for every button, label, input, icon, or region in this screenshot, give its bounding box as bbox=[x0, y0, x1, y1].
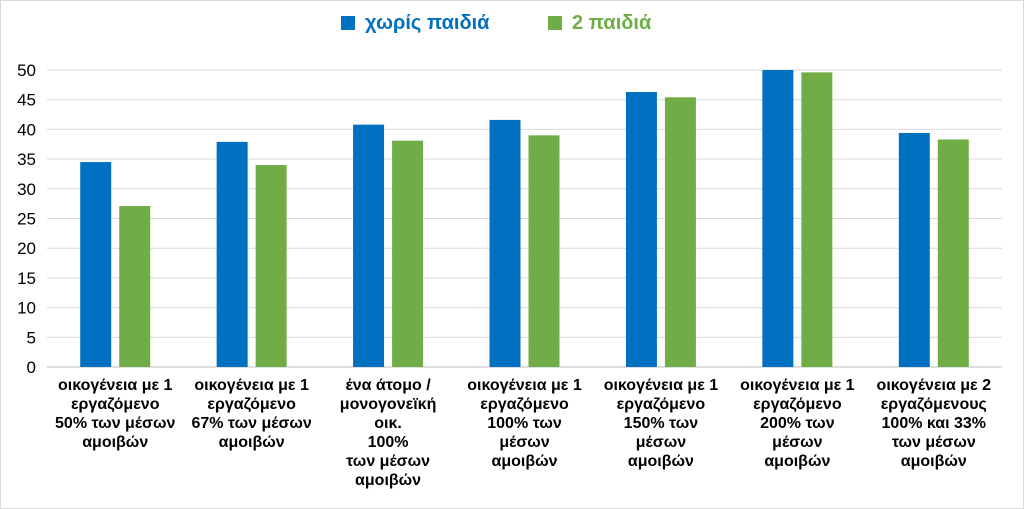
x-category-label: 100% των bbox=[487, 415, 562, 432]
x-category-label: αμοιβών bbox=[219, 434, 285, 451]
x-category-label: 100% bbox=[368, 434, 409, 451]
x-category-label: εργαζόμενο bbox=[753, 396, 842, 413]
bar-series1-cat2 bbox=[392, 140, 424, 367]
x-category-label: οικογένεια με 1 bbox=[740, 377, 855, 394]
x-category-label: 50% των μέσων bbox=[55, 415, 175, 432]
x-category-label: των μέσων bbox=[346, 453, 430, 470]
x-category-label: μέσων bbox=[636, 434, 686, 451]
x-category-label: 100% και 33% bbox=[882, 415, 987, 432]
bar-series0-cat5 bbox=[762, 70, 794, 367]
y-tick-label: 30 bbox=[17, 180, 36, 199]
x-category-label: μέσων bbox=[499, 434, 549, 451]
y-tick-label: 25 bbox=[17, 210, 36, 229]
x-category-label: εργαζόμενο bbox=[480, 396, 569, 413]
x-category-label: αμοιβών bbox=[628, 453, 694, 470]
y-tick-label: 20 bbox=[17, 239, 36, 258]
legend-label-1: 2 παιδιά bbox=[572, 12, 652, 34]
bar-series0-cat6 bbox=[898, 132, 930, 367]
x-category-label: μονογονεϊκή bbox=[340, 396, 437, 413]
x-category-label: μέσων bbox=[772, 434, 822, 451]
x-category-label: αμοιβών bbox=[901, 453, 967, 470]
x-category-label: 67% των μέσων bbox=[191, 415, 311, 432]
x-category-label: αμοιβών bbox=[491, 453, 557, 470]
bar-series1-cat0 bbox=[119, 206, 151, 367]
y-tick-label: 0 bbox=[27, 358, 36, 377]
y-tick-label: 40 bbox=[17, 120, 36, 139]
bar-series0-cat2 bbox=[353, 124, 385, 367]
bar-series1-cat1 bbox=[255, 165, 287, 367]
legend-swatch-0 bbox=[341, 16, 355, 30]
legend-label-0: χωρίς παιδιά bbox=[365, 12, 490, 34]
y-tick-label: 15 bbox=[17, 269, 36, 288]
y-tick-label: 50 bbox=[17, 61, 36, 80]
y-tick-label: 10 bbox=[17, 299, 36, 318]
x-category-label: οικογένεια με 1 bbox=[604, 377, 719, 394]
x-category-label: αμοιβών bbox=[82, 434, 148, 451]
x-category-label: οικογένεια με 1 bbox=[194, 377, 309, 394]
x-category-label: 200% των bbox=[760, 415, 835, 432]
bar-series1-cat4 bbox=[664, 97, 696, 367]
y-tick-label: 45 bbox=[17, 91, 36, 110]
x-category-label: εργαζόμενο bbox=[71, 396, 160, 413]
bar-series0-cat0 bbox=[80, 162, 112, 367]
y-tick-label: 35 bbox=[17, 150, 36, 169]
bar-series0-cat3 bbox=[489, 119, 521, 367]
x-category-label: εργαζόμενο bbox=[617, 396, 706, 413]
x-category-label: των μέσων bbox=[892, 434, 976, 451]
x-category-label: οικ. bbox=[374, 415, 402, 432]
x-category-label: οικογένεια με 2 bbox=[877, 377, 992, 394]
legend-swatch-1 bbox=[548, 16, 562, 30]
bar-series1-cat3 bbox=[528, 135, 560, 367]
x-category-label: αμοιβών bbox=[764, 453, 830, 470]
y-tick-label: 5 bbox=[27, 328, 36, 347]
x-category-label: οικογένεια με 1 bbox=[467, 377, 582, 394]
bar-series0-cat4 bbox=[625, 91, 657, 367]
x-category-label: εργαζόμενο bbox=[207, 396, 296, 413]
bar-series0-cat1 bbox=[216, 141, 248, 367]
x-category-label: εργαζόμενους bbox=[881, 396, 987, 413]
bar-series1-cat6 bbox=[937, 139, 969, 367]
bar-series1-cat5 bbox=[801, 72, 833, 367]
x-category-label: οικογένεια με 1 bbox=[58, 377, 173, 394]
x-category-label: ένα άτομο / bbox=[345, 377, 431, 394]
x-category-label: αμοιβών bbox=[355, 472, 421, 489]
x-category-label: 150% των bbox=[624, 415, 699, 432]
